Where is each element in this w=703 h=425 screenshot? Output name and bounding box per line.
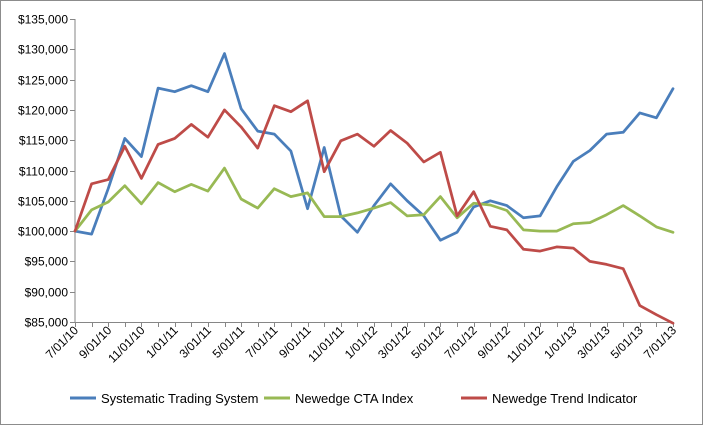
- x-tick-label: 1/01/13: [541, 323, 579, 361]
- x-tick-label: 5/01/13: [608, 323, 646, 361]
- y-tick-label: $90,000: [25, 286, 69, 300]
- y-tick-label: $95,000: [25, 255, 69, 269]
- y-tick-label: $125,000: [18, 74, 68, 88]
- x-tick-label: 7/01/13: [641, 323, 679, 361]
- y-axis: $85,000 $90,000 $95,000 $100,000 $105,000 $11…: [18, 13, 76, 330]
- series-line-systematic-trading-system: [73, 52, 675, 242]
- series-group: [73, 52, 675, 325]
- y-tick-label: $115,000: [19, 134, 68, 148]
- y-tick-label: $105,000: [18, 195, 68, 209]
- x-tick-label: 3/01/13: [574, 323, 612, 361]
- x-tick-label: 11/01/10: [105, 323, 148, 366]
- legend-label: Newedge CTA Index: [295, 391, 414, 406]
- y-tick-label: $135,000: [18, 13, 68, 27]
- y-tick-label: $130,000: [18, 43, 68, 57]
- x-tick-label: 1/01/12: [342, 323, 380, 361]
- series-line-newedge-trend-indicator: [73, 99, 675, 325]
- x-tick-label: 11/01/11: [305, 323, 347, 365]
- x-tick-label: 5/01/11: [210, 323, 248, 361]
- x-tick-label: 5/01/12: [408, 323, 446, 361]
- y-tick-label: $120,000: [18, 104, 68, 118]
- x-tick-label: 3/01/12: [375, 323, 413, 361]
- legend: Systematic Trading System Newedge CTA Ind…: [70, 391, 638, 406]
- x-tick-label: 3/01/11: [176, 323, 214, 361]
- x-tick-label: 1/01/11: [143, 323, 181, 361]
- x-tick-label: 11/01/12: [504, 323, 547, 366]
- x-tick-label: 7/01/11: [243, 323, 281, 361]
- y-tick-label: $100,000: [18, 225, 68, 239]
- y-tick-label: $110,000: [19, 165, 68, 179]
- series-line-newedge-cta-index: [73, 166, 675, 234]
- legend-label: Newedge Trend Indicator: [492, 391, 638, 406]
- x-tick-label: 7/01/12: [442, 323, 480, 361]
- x-axis: 7/01/109/01/1011/01/101/01/113/01/115/01…: [43, 322, 679, 366]
- y-tick-label: $85,000: [25, 316, 69, 330]
- legend-label: Systematic Trading System: [101, 391, 259, 406]
